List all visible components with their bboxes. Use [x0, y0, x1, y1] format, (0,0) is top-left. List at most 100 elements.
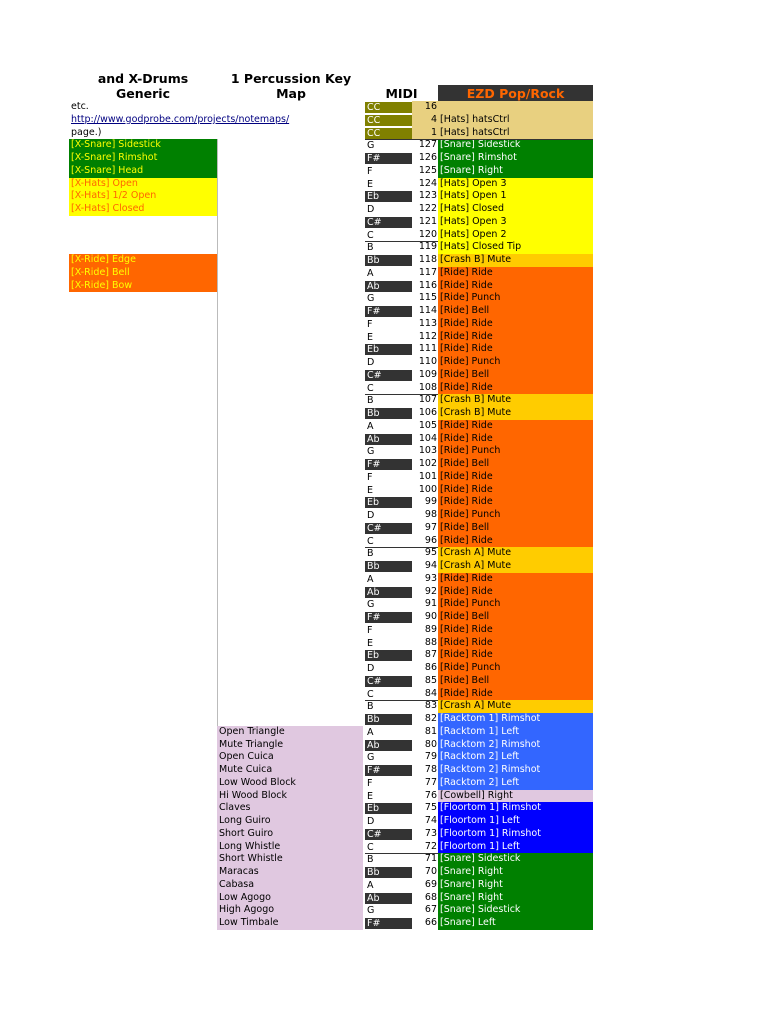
- ezd-mapping: [Ride] Ride: [438, 687, 593, 701]
- notemaps-link[interactable]: http://www.godprobe.com/projects/notemap…: [71, 114, 290, 125]
- ezd-mapping: [Floortom 1] Left: [438, 815, 593, 828]
- ezd-mapping: [Snare] Rimshot: [438, 152, 593, 165]
- ezd-mapping: [Snare] Left: [438, 917, 593, 930]
- midi-note-name: E: [367, 637, 374, 649]
- midi-note-number: 97: [424, 521, 437, 533]
- midi-note-number: 78: [424, 764, 437, 775]
- gm-percussion-label: Open Cuica: [217, 751, 363, 764]
- midi-note-number: 118: [418, 254, 437, 265]
- midi-note-name: F#: [365, 765, 412, 776]
- midi-note-number: 111: [418, 343, 437, 355]
- midi-note-number: 126: [418, 152, 437, 163]
- midi-note-number: 86: [424, 662, 437, 673]
- xdrums-mapping: [X-Snare] Sidestick: [69, 139, 217, 152]
- midi-note-name: C: [367, 229, 374, 241]
- midi-note-name: E: [367, 178, 374, 190]
- ezd-mapping: [Racktom 1] Rimshot: [438, 713, 593, 726]
- midi-note-name: Bb: [365, 867, 412, 878]
- midi-note-number: 76: [424, 789, 437, 801]
- midi-note-number: 119: [418, 241, 437, 253]
- midi-note-number: 87: [424, 649, 437, 661]
- midi-note-name: B: [367, 701, 374, 713]
- midi-note-number: 70: [424, 866, 437, 877]
- ezd-mapping: [Ride] Ride: [438, 572, 593, 586]
- midi-note-number: 4: [412, 113, 438, 127]
- gm-percussion-label: Open Triangle: [217, 725, 363, 739]
- midi-note-number: 95: [424, 547, 437, 559]
- midi-note-number: 96: [424, 534, 437, 546]
- midi-note-number: 105: [418, 419, 437, 431]
- ezd-mapping: [Ride] Ride: [438, 496, 593, 509]
- ezd-mapping: [Ride] Bell: [438, 368, 593, 382]
- midi-note-number: 99: [424, 496, 437, 508]
- gm-percussion-label: Low Wood Block: [217, 776, 363, 790]
- gm-percussion-label: Hi Wood Block: [217, 789, 363, 803]
- ezd-mapping: [Ride] Punch: [438, 509, 593, 522]
- midi-note-number: 113: [418, 317, 437, 329]
- midi-note-number: 72: [424, 840, 437, 852]
- midi-note-number: 117: [418, 266, 437, 278]
- midi-note-number: 101: [418, 470, 437, 482]
- ezd-mapping: [Ride] Ride: [438, 266, 593, 280]
- midi-note-number: 79: [424, 751, 437, 763]
- ezd-mapping: [Snare] Right: [438, 891, 593, 905]
- ezd-mapping: [Ride] Ride: [438, 534, 593, 548]
- midi-note-number: 1: [412, 126, 438, 140]
- midi-note-name: B: [367, 854, 374, 866]
- midi-note-name: Eb: [365, 344, 412, 356]
- midi-note-name: D: [367, 663, 375, 674]
- midi-note-name: G: [367, 446, 375, 458]
- midi-note-name: F#: [365, 153, 412, 164]
- midi-note-name: C: [367, 535, 374, 547]
- gm-percussion-label: Maracas: [217, 866, 363, 879]
- midi-note-name: G: [367, 293, 375, 305]
- midi-note-name: G: [367, 905, 375, 917]
- midi-note-number: 91: [424, 598, 437, 610]
- ezd-mapping: [Hats] hatsCtrl: [438, 126, 593, 140]
- midi-note-number: 67: [424, 904, 437, 916]
- ezd-mapping: [Racktom 2] Rimshot: [438, 764, 593, 777]
- midi-note-name: C: [367, 382, 374, 394]
- midi-note-number: 68: [424, 891, 437, 903]
- midi-note-number: 109: [418, 368, 437, 380]
- midi-note-name: C: [367, 841, 374, 853]
- ezd-mapping: [Ride] Bell: [438, 305, 593, 318]
- midi-note-number: 16: [412, 101, 438, 114]
- midi-note-name: E: [367, 484, 374, 496]
- midi-note-name: A: [367, 420, 374, 432]
- midi-note-name: G: [367, 140, 375, 152]
- gm-percussion-label: High Agogo: [217, 904, 363, 917]
- midi-note-number: 112: [418, 330, 437, 342]
- midi-note-number: 92: [424, 585, 437, 597]
- ezd-mapping: [Cowbell] Right: [438, 789, 593, 803]
- ezd-mapping: [Hats] Open 3: [438, 177, 593, 191]
- ezd-mapping: [Racktom 2] Rimshot: [438, 738, 593, 752]
- ezd-mapping: [Hats] Open 2: [438, 228, 593, 242]
- midi-note-name: A: [367, 879, 374, 891]
- xdrums-mapping: [X-Snare] Head: [69, 164, 217, 178]
- midi-note-number: 103: [418, 445, 437, 457]
- ezd-mapping: [Snare] Right: [438, 878, 593, 892]
- ezd-mapping: [Ride] Bell: [438, 611, 593, 624]
- midi-note-number: 66: [424, 917, 437, 928]
- midi-note-number: 104: [418, 432, 437, 444]
- midi-note-name: F#: [365, 459, 412, 470]
- midi-note-number: 114: [418, 305, 437, 316]
- midi-note-name: F: [367, 471, 373, 483]
- midi-note-name: F#: [365, 612, 412, 623]
- midi-note-number: 73: [424, 827, 437, 839]
- ezd-mapping: [Crash B] Mute: [438, 254, 593, 267]
- gm-percussion-label: Low Agogo: [217, 891, 363, 905]
- midi-note-number: 69: [424, 878, 437, 890]
- midi-note-name: C#: [365, 675, 412, 687]
- gm-percussion-label: Mute Cuica: [217, 764, 363, 777]
- midi-note-number: 90: [424, 611, 437, 622]
- midi-note-number: 82: [424, 713, 437, 724]
- midi-note-number: 80: [424, 738, 437, 750]
- midi-note-name: D: [367, 204, 375, 215]
- midi-note-number: 127: [418, 139, 437, 151]
- ezd-mapping: [Ride] Ride: [438, 483, 593, 497]
- midi-note-number: 83: [424, 700, 437, 712]
- ezd-mapping: [Ride] Punch: [438, 598, 593, 611]
- midi-note-name: C#: [365, 522, 412, 534]
